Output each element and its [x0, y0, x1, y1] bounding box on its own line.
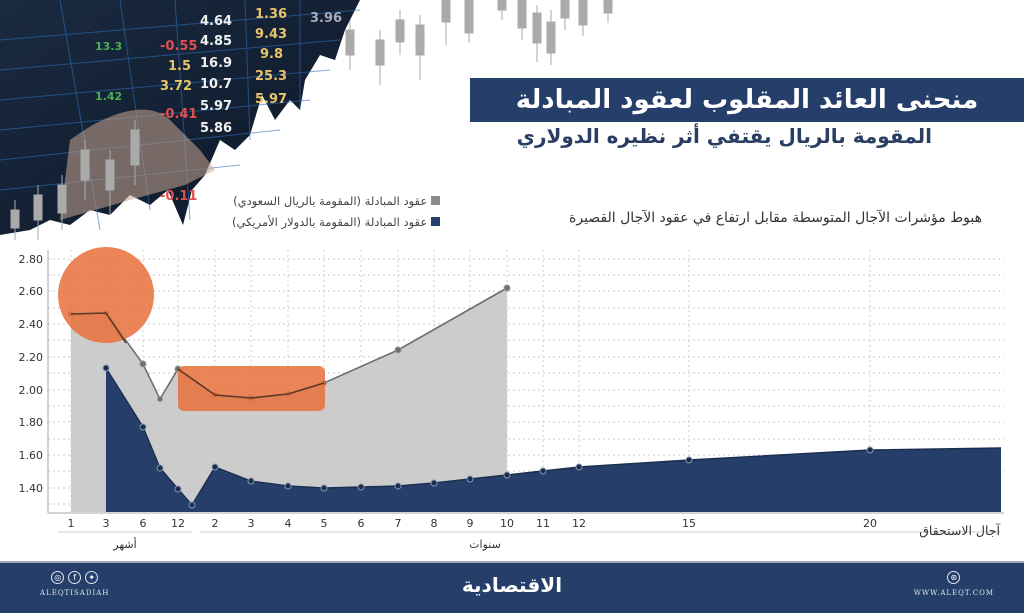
- footer-website: ⊛ WWW.ALEQT.COM: [914, 571, 994, 597]
- svg-text:4.85: 4.85: [200, 34, 232, 49]
- page-title: منحنى العائد المقلوب لعقود المبادلة: [515, 85, 979, 115]
- svg-text:2.80: 2.80: [19, 253, 44, 266]
- svg-text:9: 9: [467, 517, 474, 530]
- svg-text:5.97: 5.97: [200, 99, 232, 114]
- svg-text:15: 15: [682, 517, 696, 530]
- svg-text:5.86: 5.86: [200, 121, 232, 136]
- x-tick-labels: 1 3 6 12 2 3 4 5 6 7 8 9 10 11 12 15 20: [68, 517, 878, 530]
- svg-text:1.36: 1.36: [255, 7, 287, 22]
- legend-label: عقود المبادلة (المقومة بالدولار الأمريكي…: [232, 214, 428, 229]
- legend-item-usd: عقود المبادلة (المقومة بالدولار الأمريكي…: [232, 211, 441, 232]
- svg-text:2.40: 2.40: [19, 318, 44, 331]
- svg-text:-0.11: -0.11: [160, 189, 197, 204]
- x-axis-title: آجال الاستحقاق: [919, 523, 1000, 539]
- highlight-circle-short-term: [58, 247, 154, 343]
- hero-stock-image: 4.64 1.36 3.96 4.85 9.43 -0.55 1.5 16.9 …: [0, 0, 613, 240]
- svg-text:11: 11: [536, 517, 550, 530]
- svg-text:6: 6: [358, 517, 365, 530]
- svg-text:1.5: 1.5: [168, 59, 191, 74]
- svg-text:5.97: 5.97: [255, 92, 287, 107]
- globe-icon[interactable]: ⊛: [947, 571, 961, 584]
- legend-swatch-blue-icon: [431, 217, 441, 226]
- group-label-months: أشهر: [112, 537, 136, 551]
- svg-text:1.80: 1.80: [19, 416, 44, 429]
- svg-text:2.60: 2.60: [19, 285, 44, 298]
- legend-swatch-gray-icon: [431, 196, 441, 205]
- svg-text:12: 12: [171, 517, 185, 530]
- svg-text:9.8: 9.8: [260, 47, 283, 62]
- group-label-years: سنوات: [469, 538, 501, 551]
- page-subtitle: المقومة بالريال يقتفي أثر نظيره الدولاري: [516, 124, 932, 148]
- y-tick-labels: 2.80 2.60 2.40 2.20 2.00 1.80 1.60 1.40: [19, 253, 44, 495]
- svg-text:16.9: 16.9: [200, 56, 232, 71]
- footer-logo: الاقتصادية: [461, 573, 563, 597]
- legend-item-sar: عقود المبادلة (المقومة بالريال السعودي): [232, 190, 441, 211]
- footer-handle[interactable]: ALEQTISADIAH: [40, 589, 110, 597]
- footer-social: ◎ f ✦ ALEQTISADIAH: [40, 571, 109, 597]
- svg-text:4: 4: [285, 517, 292, 530]
- svg-text:8: 8: [431, 517, 438, 530]
- chart-legend: عقود المبادلة (المقومة بالريال السعودي) …: [232, 190, 441, 232]
- svg-text:3: 3: [103, 517, 110, 530]
- svg-text:2: 2: [212, 517, 219, 530]
- svg-text:7: 7: [395, 517, 402, 530]
- svg-text:2.20: 2.20: [19, 351, 44, 364]
- twitter-icon[interactable]: ✦: [85, 571, 99, 584]
- svg-text:3.96: 3.96: [310, 11, 342, 26]
- yield-curve-chart: 2.80 2.60 2.40 2.20 2.00 1.80 1.60 1.40 …: [19, 247, 1004, 551]
- facebook-icon[interactable]: f: [68, 571, 82, 584]
- svg-text:3.72: 3.72: [160, 79, 192, 94]
- instagram-icon[interactable]: ◎: [51, 571, 65, 584]
- svg-text:10.7: 10.7: [200, 77, 232, 92]
- highlight-rect-mid-term: [178, 366, 325, 411]
- footer-website-link[interactable]: WWW.ALEQT.COM: [913, 589, 994, 597]
- series-usd-markers: [102, 364, 874, 509]
- svg-text:4.64: 4.64: [200, 14, 232, 29]
- svg-text:10: 10: [500, 517, 514, 530]
- svg-text:1.60: 1.60: [19, 449, 44, 462]
- svg-text:2.00: 2.00: [19, 384, 44, 397]
- svg-text:-0.41: -0.41: [160, 107, 197, 122]
- svg-text:6: 6: [140, 517, 147, 530]
- chart-caption: هبوط مؤشرات الآجال المتوسطة مقابل ارتفاع…: [569, 210, 982, 226]
- svg-text:13.3: 13.3: [95, 40, 122, 53]
- svg-text:12: 12: [572, 517, 586, 530]
- svg-text:5: 5: [321, 517, 328, 530]
- svg-text:25.3: 25.3: [255, 69, 287, 84]
- title-bar: منحنى العائد المقلوب لعقود المبادلة: [470, 78, 1024, 122]
- svg-text:1.40: 1.40: [19, 482, 44, 495]
- legend-label: عقود المبادلة (المقومة بالريال السعودي): [233, 193, 428, 208]
- footer: ◎ f ✦ ALEQTISADIAH الاقتصادية ⊛ WWW.ALEQ…: [0, 561, 1024, 613]
- svg-text:-0.55: -0.55: [160, 39, 197, 54]
- series-usd-area: [106, 368, 1001, 512]
- svg-text:9.43: 9.43: [255, 27, 287, 42]
- svg-text:1: 1: [68, 517, 75, 530]
- svg-text:1.42: 1.42: [95, 90, 122, 103]
- svg-text:3: 3: [248, 517, 255, 530]
- svg-text:20: 20: [863, 517, 877, 530]
